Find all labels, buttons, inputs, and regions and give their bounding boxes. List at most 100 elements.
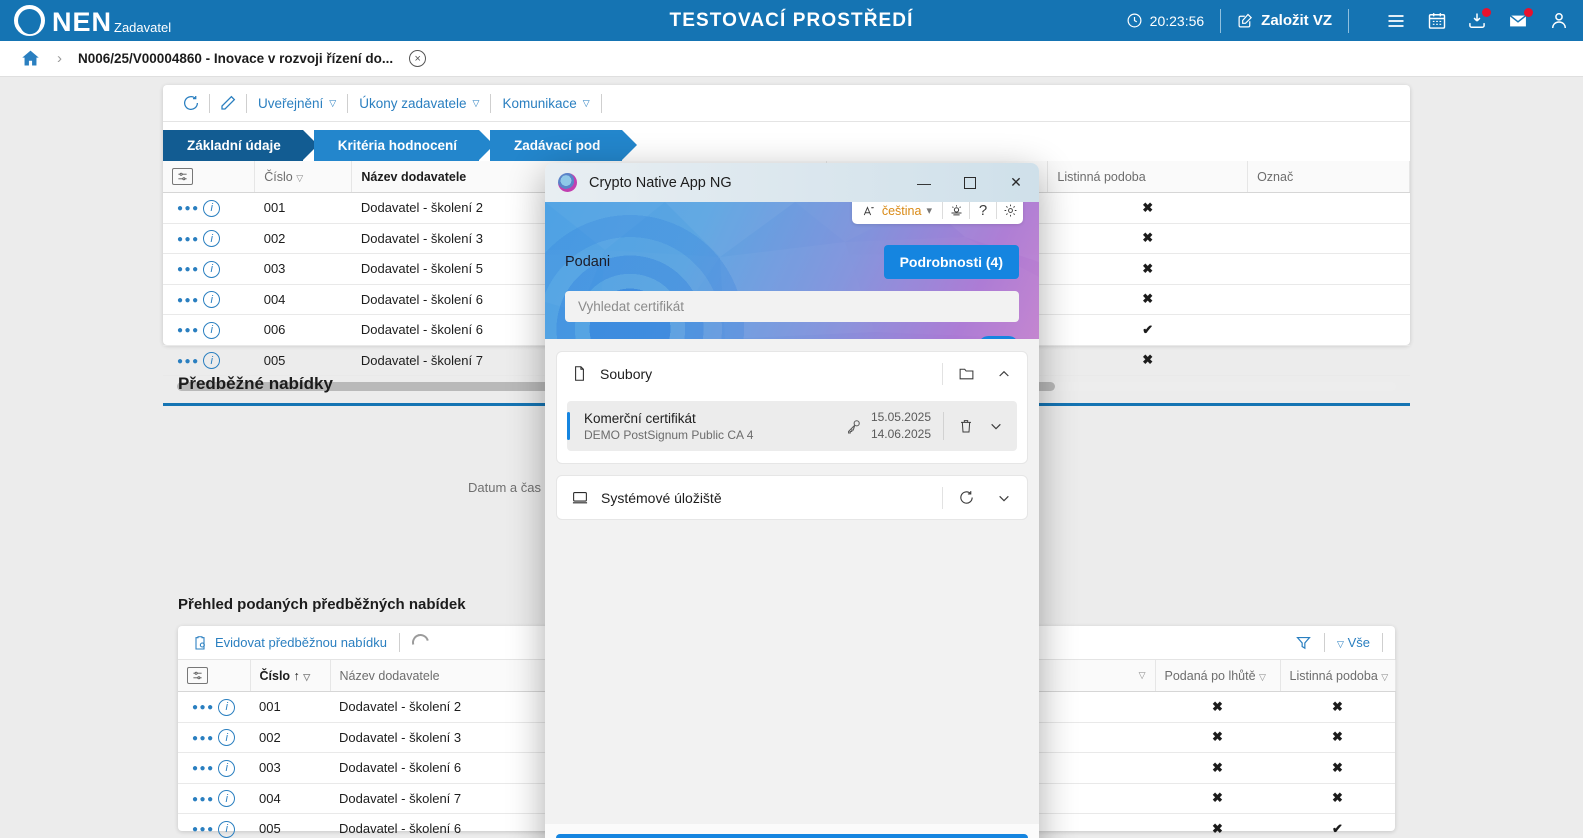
row-actions-icon[interactable]: ●●● <box>192 702 215 713</box>
calendar-icon[interactable] <box>1427 11 1447 31</box>
loading-spinner <box>408 630 433 655</box>
tab-zadavaci-podminky[interactable]: Zadávací pod <box>490 130 638 161</box>
row-actions-icon[interactable]: ●●● <box>177 203 200 214</box>
row-actions-icon[interactable]: ●●● <box>192 763 215 774</box>
chevron-up-icon[interactable] <box>985 355 1023 393</box>
brand-subtitle: Zadavatel <box>114 19 172 35</box>
evidovat-nabidku-button[interactable]: Evidovat předběžnou nabídku <box>186 635 387 651</box>
certificate-search-input[interactable]: Vyhledat certifikát <box>565 291 1019 322</box>
info-icon[interactable]: i <box>218 790 236 807</box>
desifrovat-button[interactable]: Dešifrovat <box>556 834 1028 838</box>
tab-bar: Základní údaje Kritéria hodnocení Zadáva… <box>163 130 1410 161</box>
certificate-validity: 15.05.2025 14.06.2025 <box>871 409 931 443</box>
column-listinna-top[interactable]: Listinná podoba <box>1047 161 1249 193</box>
info-icon[interactable]: i <box>218 820 236 838</box>
brightness-icon[interactable] <box>943 202 969 224</box>
breadcrumb-title: N006/25/V00004860 - Inovace v rozvoji ří… <box>78 51 394 66</box>
cell-listinna: ✖ <box>1280 752 1395 784</box>
action-toolbar: Uveřejnění ▽ Úkony zadavatele ▽ Komunika… <box>163 85 1410 122</box>
dialog-hero: čeština ▾ ? <box>545 202 1039 339</box>
toolbar-divider-2 <box>969 202 970 219</box>
row-actions-icon[interactable]: ●●● <box>192 824 215 835</box>
open-folder-icon[interactable] <box>947 355 985 393</box>
info-icon[interactable]: i <box>203 352 221 369</box>
info-icon[interactable]: i <box>218 698 236 716</box>
menu-komunikace[interactable]: Komunikace ▽ <box>491 96 600 111</box>
help-icon[interactable]: ? <box>978 202 988 219</box>
tab-kriteria-label: Kritéria hodnocení <box>337 138 458 153</box>
column-cislo-bottom[interactable]: Číslo ↑ ▽ <box>250 660 331 692</box>
language-selector[interactable]: čeština ▾ <box>852 202 942 224</box>
column-cislo-top[interactable]: Číslo ▽ <box>254 161 353 193</box>
close-icon[interactable]: × <box>409 50 427 67</box>
panel-systemove-header[interactable]: Systémové úložiště <box>557 476 1027 519</box>
info-icon[interactable]: i <box>203 321 221 339</box>
hamburger-menu-icon[interactable] <box>1385 11 1407 31</box>
pencil-icon[interactable] <box>210 94 246 112</box>
info-icon[interactable]: i <box>203 291 221 308</box>
sort-ascending-icon: ↑ <box>293 668 300 683</box>
cell-po-lhute: ✖ <box>1155 813 1280 838</box>
info-icon[interactable]: i <box>218 729 236 746</box>
row-actions-icon[interactable]: ●●● <box>192 732 215 744</box>
user-account-icon[interactable] <box>1549 10 1569 31</box>
menu-ukony-zadavatele[interactable]: Úkony zadavatele ▽ <box>348 96 490 111</box>
clock-display: 20:23:56 <box>1126 12 1204 29</box>
column-cislo-top-label: Číslo <box>264 169 293 184</box>
cell-listinna: ✖ <box>1280 722 1395 753</box>
mail-icon[interactable] <box>1507 7 1533 31</box>
menu-uverejneni[interactable]: Uveřejnění ▽ <box>247 96 347 111</box>
tab-kriteria-hodnoceni[interactable]: Kritéria hodnocení <box>313 130 495 161</box>
column-settings[interactable] <box>163 161 256 193</box>
tab-zakladni-udaje[interactable]: Základní údaje <box>163 130 318 161</box>
certificate-name: Komerční certifikát <box>584 410 696 426</box>
dialog-body: Soubory <box>545 339 1039 824</box>
clock-icon <box>1126 12 1143 29</box>
dialog-title-bar[interactable]: Crypto Native App NG — ✕ <box>545 163 1039 202</box>
toolbar-divider-5 <box>600 93 602 113</box>
info-icon[interactable]: i <box>218 759 236 777</box>
column-settings-icon <box>172 168 193 185</box>
panel-soubory: Soubory <box>556 351 1028 465</box>
chevron-down-icon: ▽ <box>1259 671 1266 682</box>
column-listinna-bottom[interactable]: Listinná podoba ▽ <box>1280 660 1396 692</box>
column-nazev-bottom-label: Název dodavatele <box>339 668 440 683</box>
podrobnosti-button[interactable]: Podrobnosti (4) <box>883 245 1019 279</box>
language-label: čeština <box>881 203 922 218</box>
create-vz-button[interactable]: Založit VZ <box>1237 12 1332 29</box>
row-actions-icon[interactable]: ●●● <box>177 264 200 275</box>
maximize-button[interactable] <box>947 163 993 202</box>
chevron-down-icon[interactable] <box>985 479 1023 517</box>
minimize-button[interactable]: — <box>917 174 931 191</box>
nen-logo-icon <box>14 5 45 36</box>
chevron-down-icon: ▽ <box>582 97 590 108</box>
column-settings-bottom[interactable] <box>178 660 251 692</box>
download-inbox-icon[interactable] <box>1467 7 1491 31</box>
certificate-item[interactable]: Komerční certifikát DEMO PostSignum Publ… <box>567 401 1017 452</box>
column-podana-po-lhute[interactable]: Podaná po lhůtě ▽ <box>1155 660 1281 692</box>
info-icon[interactable]: i <box>203 260 221 278</box>
row-actions-icon[interactable]: ●●● <box>177 294 200 306</box>
row-actions-icon[interactable]: ●●● <box>177 325 200 336</box>
filter-icon[interactable] <box>1295 634 1312 651</box>
nen-logo[interactable]: NEN Zadavatel <box>14 5 171 36</box>
gear-icon[interactable] <box>997 202 1023 224</box>
show-invalid-toggle[interactable] <box>978 336 1019 339</box>
trash-icon[interactable] <box>951 411 981 441</box>
toolbar-divider-4 <box>490 93 492 113</box>
undo-icon[interactable] <box>173 94 209 112</box>
info-icon[interactable]: i <box>203 230 221 247</box>
info-icon[interactable]: i <box>203 199 221 217</box>
cell-cislo: 005 <box>254 345 352 376</box>
cell-cislo: 001 <box>254 192 352 224</box>
column-oznaceni[interactable]: Označ <box>1247 161 1410 193</box>
row-actions-icon[interactable]: ●●● <box>177 355 200 367</box>
refresh-icon[interactable] <box>947 479 985 517</box>
home-icon[interactable] <box>20 48 41 69</box>
chevron-down-icon[interactable] <box>981 411 1011 441</box>
close-button[interactable]: ✕ <box>1010 174 1022 190</box>
filter-preset-button[interactable]: ▽ Vše <box>1337 635 1370 650</box>
panel-soubory-header[interactable]: Soubory <box>557 352 1027 395</box>
row-actions-icon[interactable]: ●●● <box>177 233 200 245</box>
row-actions-icon[interactable]: ●●● <box>192 793 215 805</box>
